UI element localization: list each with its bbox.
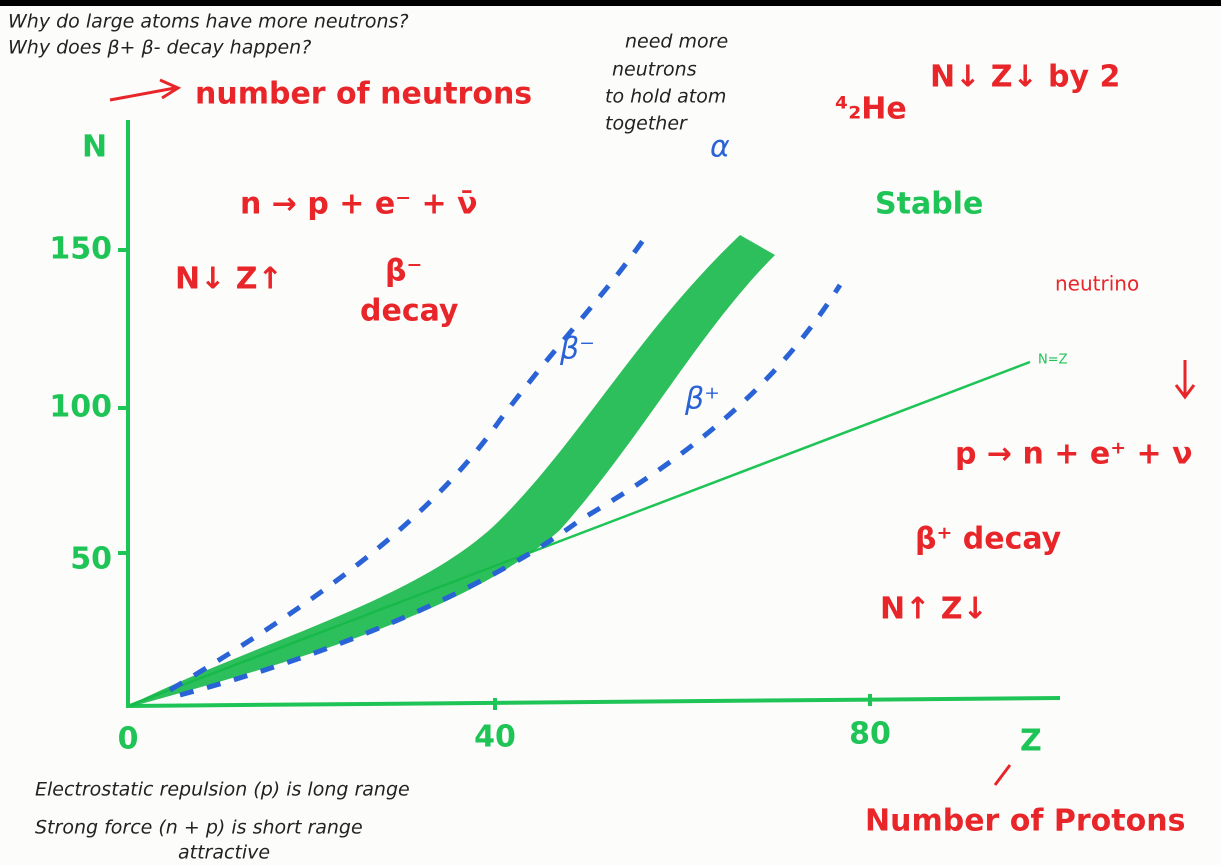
note: Electrostatic repulsion (p) is long rang… — [35, 779, 410, 801]
label: neutrino — [1055, 272, 1139, 296]
axis-label: Z — [1020, 724, 1042, 759]
whiteboard: Why do large atoms have more neutrons? W… — [0, 0, 1221, 865]
change: N↓ Z↓ by 2 — [930, 60, 1120, 95]
y-tick-label: 50 — [70, 542, 112, 577]
y-tick-label: 150 — [49, 232, 112, 267]
note: neutrons — [612, 59, 697, 81]
label: β⁺ — [684, 382, 720, 417]
label: ⁴₂He — [835, 92, 907, 127]
x-tick-label: 40 — [474, 720, 516, 755]
label: β⁻ — [559, 332, 595, 367]
note: need more — [625, 31, 728, 53]
label: N=Z — [1038, 353, 1068, 368]
note: Strong force (n + p) is short range — [35, 817, 363, 839]
change: N↑ Z↓ — [880, 592, 988, 627]
label: β⁻ — [385, 254, 422, 289]
axis-title: Number of Protons — [865, 804, 1185, 839]
axis-title: number of neutrons — [195, 77, 532, 112]
note: to hold atom — [605, 86, 726, 108]
label: β⁺ decay — [915, 522, 1062, 557]
x-tick-label: 0 — [118, 722, 139, 757]
note: Why does β+ β- decay happen? — [8, 37, 311, 59]
label: decay — [360, 294, 459, 329]
label: Stable — [875, 187, 983, 222]
change: N↓ Z↑ — [175, 262, 283, 297]
note: together — [605, 113, 688, 135]
label: α — [710, 130, 730, 165]
equation: n → p + e⁻ + ν̄ — [240, 187, 478, 222]
equation: p → n + e⁺ + ν — [955, 437, 1193, 472]
y-tick-label: 100 — [49, 390, 112, 425]
x-tick-label: 80 — [849, 717, 891, 752]
axis-label: N — [82, 130, 107, 165]
note: attractive — [178, 842, 270, 864]
note: Why do large atoms have more neutrons? — [8, 11, 409, 33]
top-bar — [0, 0, 1221, 6]
